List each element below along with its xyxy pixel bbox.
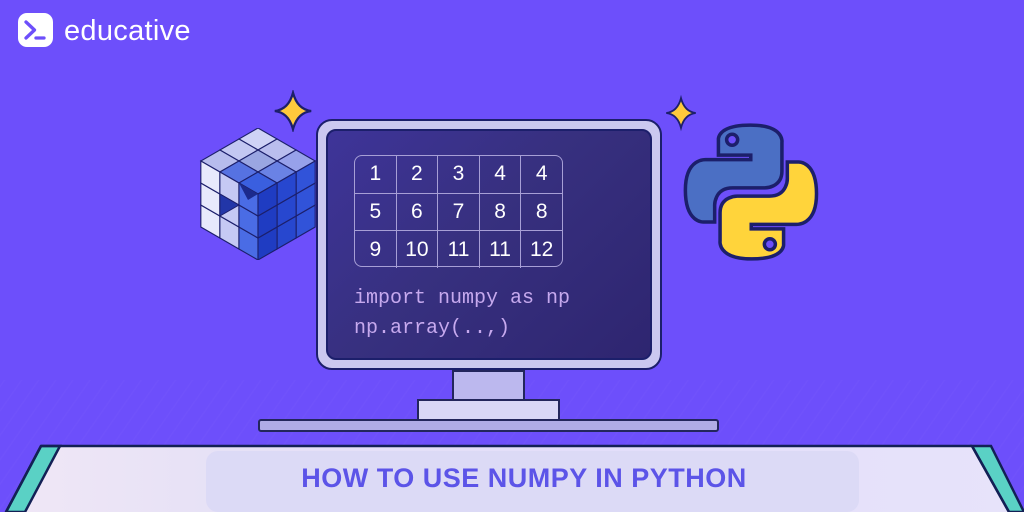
svg-text:HOW TO USE NUMPY IN PYTHON: HOW TO USE NUMPY IN PYTHON	[301, 463, 747, 493]
